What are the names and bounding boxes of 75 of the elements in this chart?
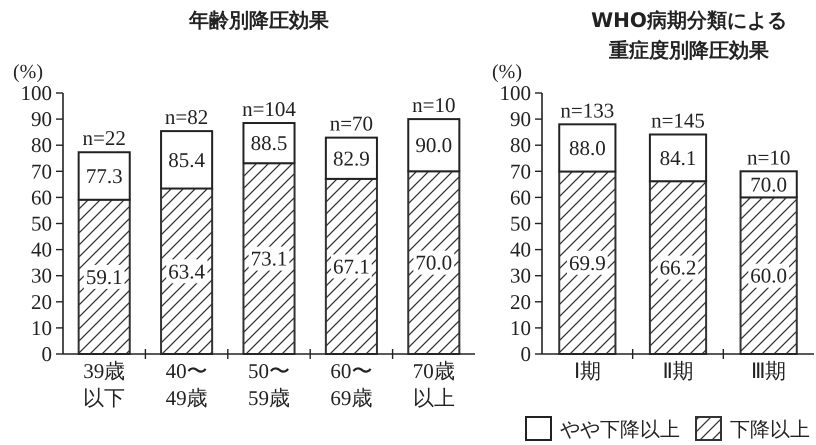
- y-tick-label: 10: [510, 316, 531, 340]
- y-tick-label: 70: [510, 159, 531, 184]
- y-tick-label: 30: [510, 264, 531, 288]
- y-tick-label: 90: [31, 107, 52, 132]
- y-tick-label: 40: [510, 238, 531, 262]
- y-tick-label: 0: [42, 342, 52, 366]
- chart-title: WHO病期分類による重症度別降圧効果: [591, 8, 787, 62]
- bar: [648, 134, 708, 182]
- y-tick-label: 50: [510, 212, 531, 236]
- y-tick-label: 70: [31, 159, 52, 184]
- y-tick-label: 80: [31, 133, 52, 158]
- bar: [558, 170, 616, 355]
- y-tick-label: 10: [31, 316, 52, 340]
- y-tick-label: 40: [31, 238, 52, 262]
- x-tick-label: 40〜49歳: [166, 359, 208, 410]
- bar: [78, 151, 131, 201]
- bar: [242, 162, 296, 355]
- data-label: 66.2: [660, 256, 696, 280]
- data-label: 59.1: [86, 264, 123, 289]
- data-label: 73.1: [250, 246, 288, 271]
- bar: [324, 178, 378, 355]
- x-tick-label: 70歳以上: [412, 359, 455, 410]
- x-tick-label: Ⅰ期: [574, 359, 601, 383]
- total-label: 70.0: [750, 172, 788, 196]
- y-tick-label: 20: [510, 290, 531, 314]
- annotation: n=104: [242, 97, 296, 122]
- total-label: 88.5: [250, 131, 288, 156]
- legend-label: 下降以上: [730, 419, 810, 441]
- y-tick-label: 80: [510, 133, 531, 158]
- bar: [407, 118, 460, 172]
- annotation: n=10: [746, 145, 790, 170]
- y-tick-label: 30: [31, 264, 52, 288]
- annotation: n=22: [82, 126, 126, 150]
- bar: [558, 123, 616, 173]
- x-tick-label: 50〜59歳: [248, 359, 290, 410]
- y-tick-label: 100: [500, 81, 531, 105]
- bar: [648, 180, 708, 355]
- y-tick-label: 60: [510, 185, 531, 210]
- data-label: 69.9: [568, 250, 606, 275]
- total-label: 77.3: [86, 164, 123, 188]
- total-label: 82.9: [333, 146, 370, 170]
- annotation: n=10: [412, 93, 456, 118]
- total-label: 84.1: [660, 146, 696, 170]
- bar: [242, 122, 296, 164]
- data-label: 70.0: [415, 250, 452, 275]
- data-label: 63.4: [168, 259, 206, 284]
- x-tick-label: Ⅲ期: [751, 359, 786, 383]
- x-tick-label: 39歳以下: [83, 359, 126, 410]
- y-tick-label: 90: [510, 107, 531, 132]
- legend-label: やや下降以上: [560, 419, 680, 441]
- bar: [324, 136, 378, 180]
- annotation: n=133: [560, 98, 614, 122]
- total-label: 90.0: [415, 133, 452, 158]
- y-tick-label: 0: [520, 342, 531, 366]
- bar: [740, 196, 798, 355]
- y-tick-label: 50: [31, 212, 52, 236]
- bar: [160, 188, 214, 355]
- bar: [160, 130, 214, 190]
- y-tick-label: 20: [31, 290, 52, 314]
- data-label: 60.0: [750, 264, 788, 288]
- chart-title: 年齢別降圧効果: [188, 8, 330, 32]
- annotation: n=82: [164, 105, 208, 130]
- y-tick-label: 60: [31, 185, 52, 210]
- x-tick-label: 60〜69歳: [330, 359, 372, 410]
- data-label: 67.1: [333, 254, 370, 278]
- x-tick-label: Ⅱ期: [662, 359, 694, 383]
- bar: [407, 170, 460, 355]
- y-axis-title: (%): [492, 61, 522, 83]
- y-tick-label: 100: [20, 81, 52, 105]
- annotation: n=145: [651, 108, 705, 132]
- bar: [78, 198, 131, 355]
- total-label: 88.0: [568, 136, 606, 160]
- annotation: n=70: [330, 112, 374, 136]
- y-axis-title: (%): [13, 61, 43, 83]
- total-label: 85.4: [168, 148, 206, 172]
